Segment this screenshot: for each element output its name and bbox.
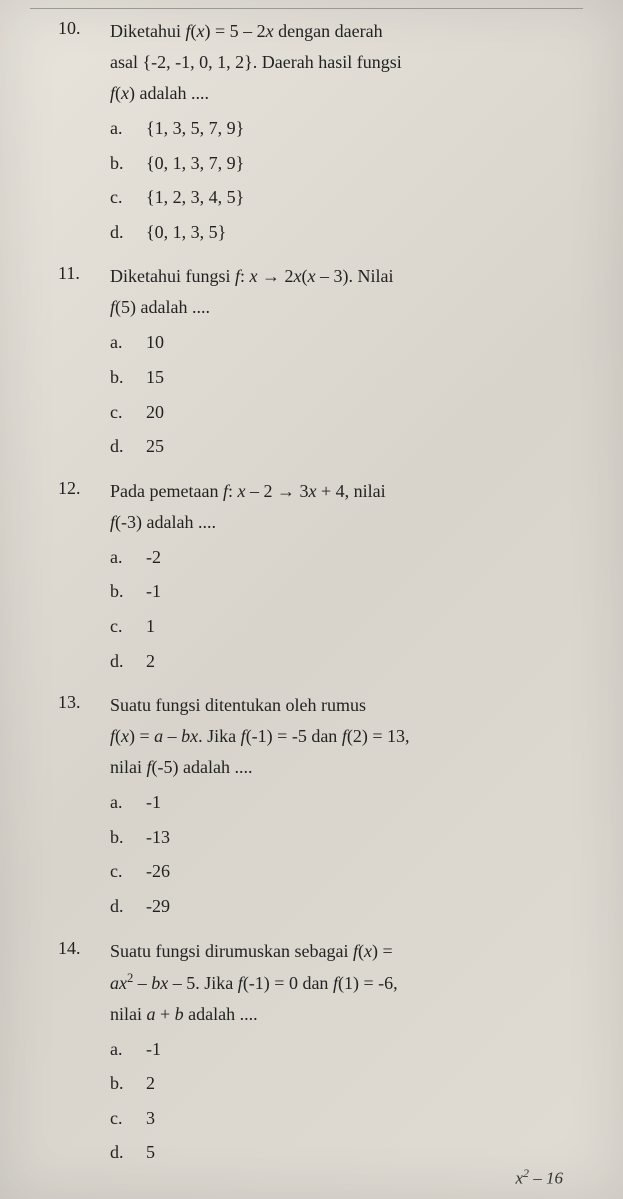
option-a: a.-1: [110, 787, 573, 818]
option-text: -1: [146, 576, 573, 607]
option-c: c.3: [110, 1103, 573, 1134]
question-text-line: f(-3) adalah ....: [110, 509, 573, 536]
option-letter: b.: [110, 148, 146, 179]
option-letter: d.: [110, 646, 146, 677]
options-list: a.-1b.2c.3d.5: [110, 1034, 573, 1168]
option-text: -29: [146, 891, 573, 922]
question-text-line: f(5) adalah ....: [110, 294, 573, 321]
option-c: c.-26: [110, 856, 573, 887]
option-letter: a.: [110, 1034, 146, 1065]
option-letter: a.: [110, 327, 146, 358]
option-letter: b.: [110, 576, 146, 607]
question-13: 13.Suatu fungsi ditentukan oleh rumus f(x…: [50, 692, 573, 925]
question-text-line: f(x) adalah ....: [110, 80, 573, 107]
option-a: a.{1, 3, 5, 7, 9}: [110, 113, 573, 144]
option-a: a.-2: [110, 542, 573, 573]
option-text: {1, 2, 3, 4, 5}: [146, 182, 573, 213]
bottom-fragment: x2 – 16: [516, 1166, 564, 1189]
option-d: d.-29: [110, 891, 573, 922]
option-letter: a.: [110, 542, 146, 573]
question-text-line: ax2 – bx – 5. Jika f(-1) = 0 dan f(1) = …: [110, 969, 573, 997]
option-letter: b.: [110, 1068, 146, 1099]
option-text: 1: [146, 611, 573, 642]
questions-container: 10.Diketahui f(x) = 5 – 2x dengan daerah…: [50, 18, 573, 1172]
question-number: 12.: [50, 478, 110, 499]
question-text-line: f(x) = a – bx. Jika f(-1) = -5 dan f(2) …: [110, 723, 573, 750]
option-text: {1, 3, 5, 7, 9}: [146, 113, 573, 144]
option-text: -1: [146, 787, 573, 818]
option-c: c.1: [110, 611, 573, 642]
question-body: Suatu fungsi ditentukan oleh rumus f(x) =…: [110, 692, 573, 925]
option-letter: c.: [110, 611, 146, 642]
question-body: Suatu fungsi dirumuskan sebagai f(x) = ax…: [110, 938, 573, 1172]
option-b: b.15: [110, 362, 573, 393]
option-letter: a.: [110, 113, 146, 144]
option-c: c.20: [110, 397, 573, 428]
option-letter: d.: [110, 431, 146, 462]
option-d: d.5: [110, 1137, 573, 1168]
option-text: -2: [146, 542, 573, 573]
question-10: 10.Diketahui f(x) = 5 – 2x dengan daerah…: [50, 18, 573, 251]
option-letter: d.: [110, 1137, 146, 1168]
option-text: {0, 1, 3, 7, 9}: [146, 148, 573, 179]
options-list: a.-2b.-1c.1d.2: [110, 542, 573, 676]
question-body: Diketahui f(x) = 5 – 2x dengan daerah asa…: [110, 18, 573, 251]
question-text-line: Suatu fungsi dirumuskan sebagai f(x) =: [110, 938, 573, 965]
question-14: 14.Suatu fungsi dirumuskan sebagai f(x) …: [50, 938, 573, 1172]
question-body: Pada pemetaan f: x – 2 → 3x + 4, nilai f(…: [110, 478, 573, 680]
option-letter: c.: [110, 397, 146, 428]
option-text: -1: [146, 1034, 573, 1065]
question-text-line: Suatu fungsi ditentukan oleh rumus: [110, 692, 573, 719]
option-letter: b.: [110, 362, 146, 393]
options-list: a.{1, 3, 5, 7, 9}b.{0, 1, 3, 7, 9}c.{1, …: [110, 113, 573, 247]
question-text-line: Pada pemetaan f: x – 2 → 3x + 4, nilai: [110, 478, 573, 505]
exam-page: 10.Diketahui f(x) = 5 – 2x dengan daerah…: [0, 0, 623, 1199]
question-text-line: Diketahui f(x) = 5 – 2x dengan daerah: [110, 18, 573, 45]
option-letter: a.: [110, 787, 146, 818]
option-text: 25: [146, 431, 573, 462]
question-number: 11.: [50, 263, 110, 284]
options-list: a.10b.15c.20d.25: [110, 327, 573, 461]
option-letter: b.: [110, 822, 146, 853]
options-list: a.-1b.-13c.-26d.-29: [110, 787, 573, 921]
option-letter: c.: [110, 1103, 146, 1134]
option-text: 2: [146, 1068, 573, 1099]
question-12: 12.Pada pemetaan f: x – 2 → 3x + 4, nila…: [50, 478, 573, 680]
option-text: 15: [146, 362, 573, 393]
option-text: 20: [146, 397, 573, 428]
option-text: 10: [146, 327, 573, 358]
question-text-line: nilai a + b adalah ....: [110, 1001, 573, 1028]
question-number: 14.: [50, 938, 110, 959]
option-letter: c.: [110, 856, 146, 887]
question-number: 10.: [50, 18, 110, 39]
question-text-line: asal {-2, -1, 0, 1, 2}. Daerah hasil fun…: [110, 49, 573, 76]
option-d: d.{0, 1, 3, 5}: [110, 217, 573, 248]
option-b: b.-1: [110, 576, 573, 607]
option-text: -26: [146, 856, 573, 887]
option-letter: d.: [110, 217, 146, 248]
question-number: 13.: [50, 692, 110, 713]
question-body: Diketahui fungsi f: x → 2x(x – 3). Nilai…: [110, 263, 573, 465]
option-d: d.25: [110, 431, 573, 462]
option-text: 2: [146, 646, 573, 677]
option-a: a.-1: [110, 1034, 573, 1065]
option-text: 5: [146, 1137, 573, 1168]
option-a: a.10: [110, 327, 573, 358]
option-letter: d.: [110, 891, 146, 922]
option-text: -13: [146, 822, 573, 853]
option-letter: c.: [110, 182, 146, 213]
option-b: b.-13: [110, 822, 573, 853]
option-b: b.{0, 1, 3, 7, 9}: [110, 148, 573, 179]
question-text-line: Diketahui fungsi f: x → 2x(x – 3). Nilai: [110, 263, 573, 290]
option-b: b.2: [110, 1068, 573, 1099]
option-d: d.2: [110, 646, 573, 677]
option-c: c.{1, 2, 3, 4, 5}: [110, 182, 573, 213]
option-text: 3: [146, 1103, 573, 1134]
option-text: {0, 1, 3, 5}: [146, 217, 573, 248]
question-text-line: nilai f(-5) adalah ....: [110, 754, 573, 781]
question-11: 11.Diketahui fungsi f: x → 2x(x – 3). Ni…: [50, 263, 573, 465]
